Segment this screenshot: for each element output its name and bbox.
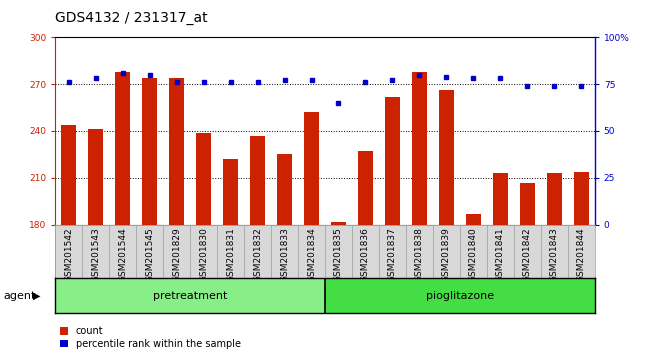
Bar [568,225,595,278]
Text: GSM201542: GSM201542 [64,227,73,281]
Bar [466,214,481,225]
Bar [190,225,217,278]
Bar [136,225,163,278]
Bar [271,225,298,278]
Bar [487,225,514,278]
Bar [331,222,346,225]
Bar [244,225,271,278]
Legend: count, percentile rank within the sample: count, percentile rank within the sample [60,326,240,349]
Text: GSM201834: GSM201834 [307,227,316,282]
Bar [379,225,406,278]
Bar [385,97,400,225]
Text: ▶: ▶ [33,291,41,301]
Bar [196,132,211,225]
Bar [61,125,76,225]
Bar [460,225,487,278]
Bar [142,78,157,225]
Text: GSM201835: GSM201835 [334,227,343,282]
Bar [82,225,109,278]
Bar [217,225,244,278]
Text: GSM201837: GSM201837 [388,227,397,282]
Text: GSM201831: GSM201831 [226,227,235,282]
Bar [493,173,508,225]
Bar [514,225,541,278]
Bar [358,151,373,225]
Bar [520,183,535,225]
Bar [541,225,568,278]
Bar [250,136,265,225]
Text: GSM201843: GSM201843 [550,227,559,282]
Bar [298,225,325,278]
Text: GSM201839: GSM201839 [442,227,451,282]
Text: GSM201544: GSM201544 [118,227,127,281]
Bar [352,225,379,278]
Text: GSM201832: GSM201832 [253,227,262,282]
Bar [406,225,433,278]
Bar [325,225,352,278]
Text: GSM201840: GSM201840 [469,227,478,282]
Text: GDS4132 / 231317_at: GDS4132 / 231317_at [55,11,208,25]
Bar [55,278,325,313]
Bar [547,173,562,225]
Text: GSM201830: GSM201830 [199,227,208,282]
Text: pretreatment: pretreatment [153,291,228,301]
Bar [55,225,83,278]
Bar [163,225,190,278]
Text: pioglitazone: pioglitazone [426,291,494,301]
Text: GSM201844: GSM201844 [577,227,586,281]
Bar [325,278,595,313]
Text: GSM201842: GSM201842 [523,227,532,281]
Bar [574,172,589,225]
Text: GSM201836: GSM201836 [361,227,370,282]
Bar [169,78,184,225]
Bar [115,72,130,225]
Bar [88,130,103,225]
Bar [223,159,238,225]
Bar [277,154,292,225]
Text: GSM201838: GSM201838 [415,227,424,282]
Bar [109,225,136,278]
Text: GSM201833: GSM201833 [280,227,289,282]
Bar [433,225,460,278]
Bar [412,72,427,225]
Bar [439,90,454,225]
Bar [304,112,319,225]
Text: GSM201543: GSM201543 [91,227,100,282]
Text: agent: agent [3,291,36,301]
Text: GSM201829: GSM201829 [172,227,181,282]
Text: GSM201841: GSM201841 [496,227,505,282]
Text: GSM201545: GSM201545 [145,227,154,282]
